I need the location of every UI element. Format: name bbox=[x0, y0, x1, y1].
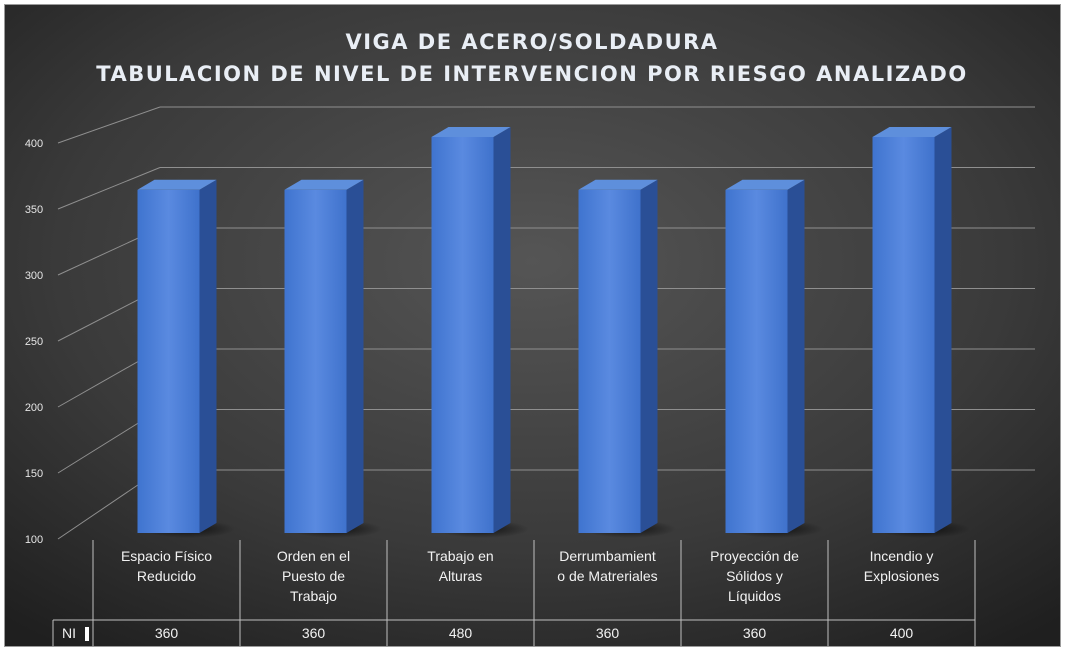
bars-layer bbox=[137, 127, 970, 538]
category-label: Puesto de bbox=[282, 568, 345, 584]
bar bbox=[284, 189, 347, 534]
bar bbox=[137, 189, 200, 534]
category-label: Orden en el bbox=[277, 548, 350, 564]
category-label: Incendio y bbox=[870, 548, 934, 564]
gridline-diag bbox=[57, 106, 161, 144]
legend-key bbox=[85, 627, 89, 641]
y-tick-label: 150 bbox=[25, 468, 43, 480]
category-label: Reducido bbox=[137, 568, 196, 584]
y-tick-label: 350 bbox=[25, 204, 43, 216]
bar-top bbox=[431, 127, 511, 137]
category-label: Trabajo bbox=[290, 588, 337, 604]
category-label: o de Matreriales bbox=[557, 568, 657, 584]
bar-top bbox=[872, 127, 952, 137]
chart-frame: 100 150 200 250 300 350 400 NI Espacio Físico Re… bbox=[4, 4, 1061, 647]
data-value-label: 480 bbox=[449, 625, 473, 641]
bar-top bbox=[725, 179, 805, 190]
bar bbox=[872, 137, 935, 533]
category-label: Trabajo en bbox=[427, 548, 493, 564]
category-label: Sólidos y bbox=[726, 568, 783, 584]
data-value-label: 400 bbox=[890, 625, 914, 641]
chart-title: VIGA DE ACERO/SOLDADURA bbox=[345, 30, 718, 54]
bar-top bbox=[284, 179, 364, 190]
y-tick-label: 100 bbox=[25, 534, 43, 546]
bar bbox=[578, 189, 641, 534]
category-label: Espacio Físico bbox=[121, 548, 212, 564]
category-label: Alturas bbox=[439, 568, 483, 584]
y-tick-label: 200 bbox=[25, 402, 43, 414]
y-tick-label: 300 bbox=[25, 270, 43, 282]
category-label: Líquidos bbox=[728, 588, 781, 604]
bar-top bbox=[578, 179, 658, 190]
bar-side bbox=[493, 127, 511, 533]
bar-side bbox=[934, 127, 952, 533]
gridline-diag bbox=[57, 167, 161, 210]
bar bbox=[725, 189, 788, 534]
y-tick-label: 400 bbox=[25, 138, 43, 150]
table-series-label: NI bbox=[62, 625, 76, 641]
data-value-label: 360 bbox=[743, 625, 767, 641]
data-table: NI Espacio Físico Reducido 360 Orden en el Pu… bbox=[52, 540, 976, 646]
data-value-label: 360 bbox=[302, 625, 326, 641]
bar-side bbox=[346, 179, 364, 534]
bar-side bbox=[640, 179, 658, 534]
bar-side bbox=[199, 179, 217, 534]
y-tick-label: 250 bbox=[25, 336, 43, 348]
category-label: Proyección de bbox=[710, 548, 799, 564]
chart-subtitle: TABULACION DE NIVEL DE INTERVENCION POR … bbox=[96, 62, 967, 86]
category-label: Explosiones bbox=[864, 568, 940, 584]
bar bbox=[431, 137, 494, 533]
bar-top bbox=[137, 179, 217, 190]
category-label: Derrumbamient bbox=[559, 548, 656, 564]
bar-side bbox=[787, 179, 805, 534]
chart-svg: 100 150 200 250 300 350 400 NI Espacio Físico Re… bbox=[5, 5, 1060, 646]
data-value-label: 360 bbox=[155, 625, 179, 641]
data-value-label: 360 bbox=[596, 625, 620, 641]
